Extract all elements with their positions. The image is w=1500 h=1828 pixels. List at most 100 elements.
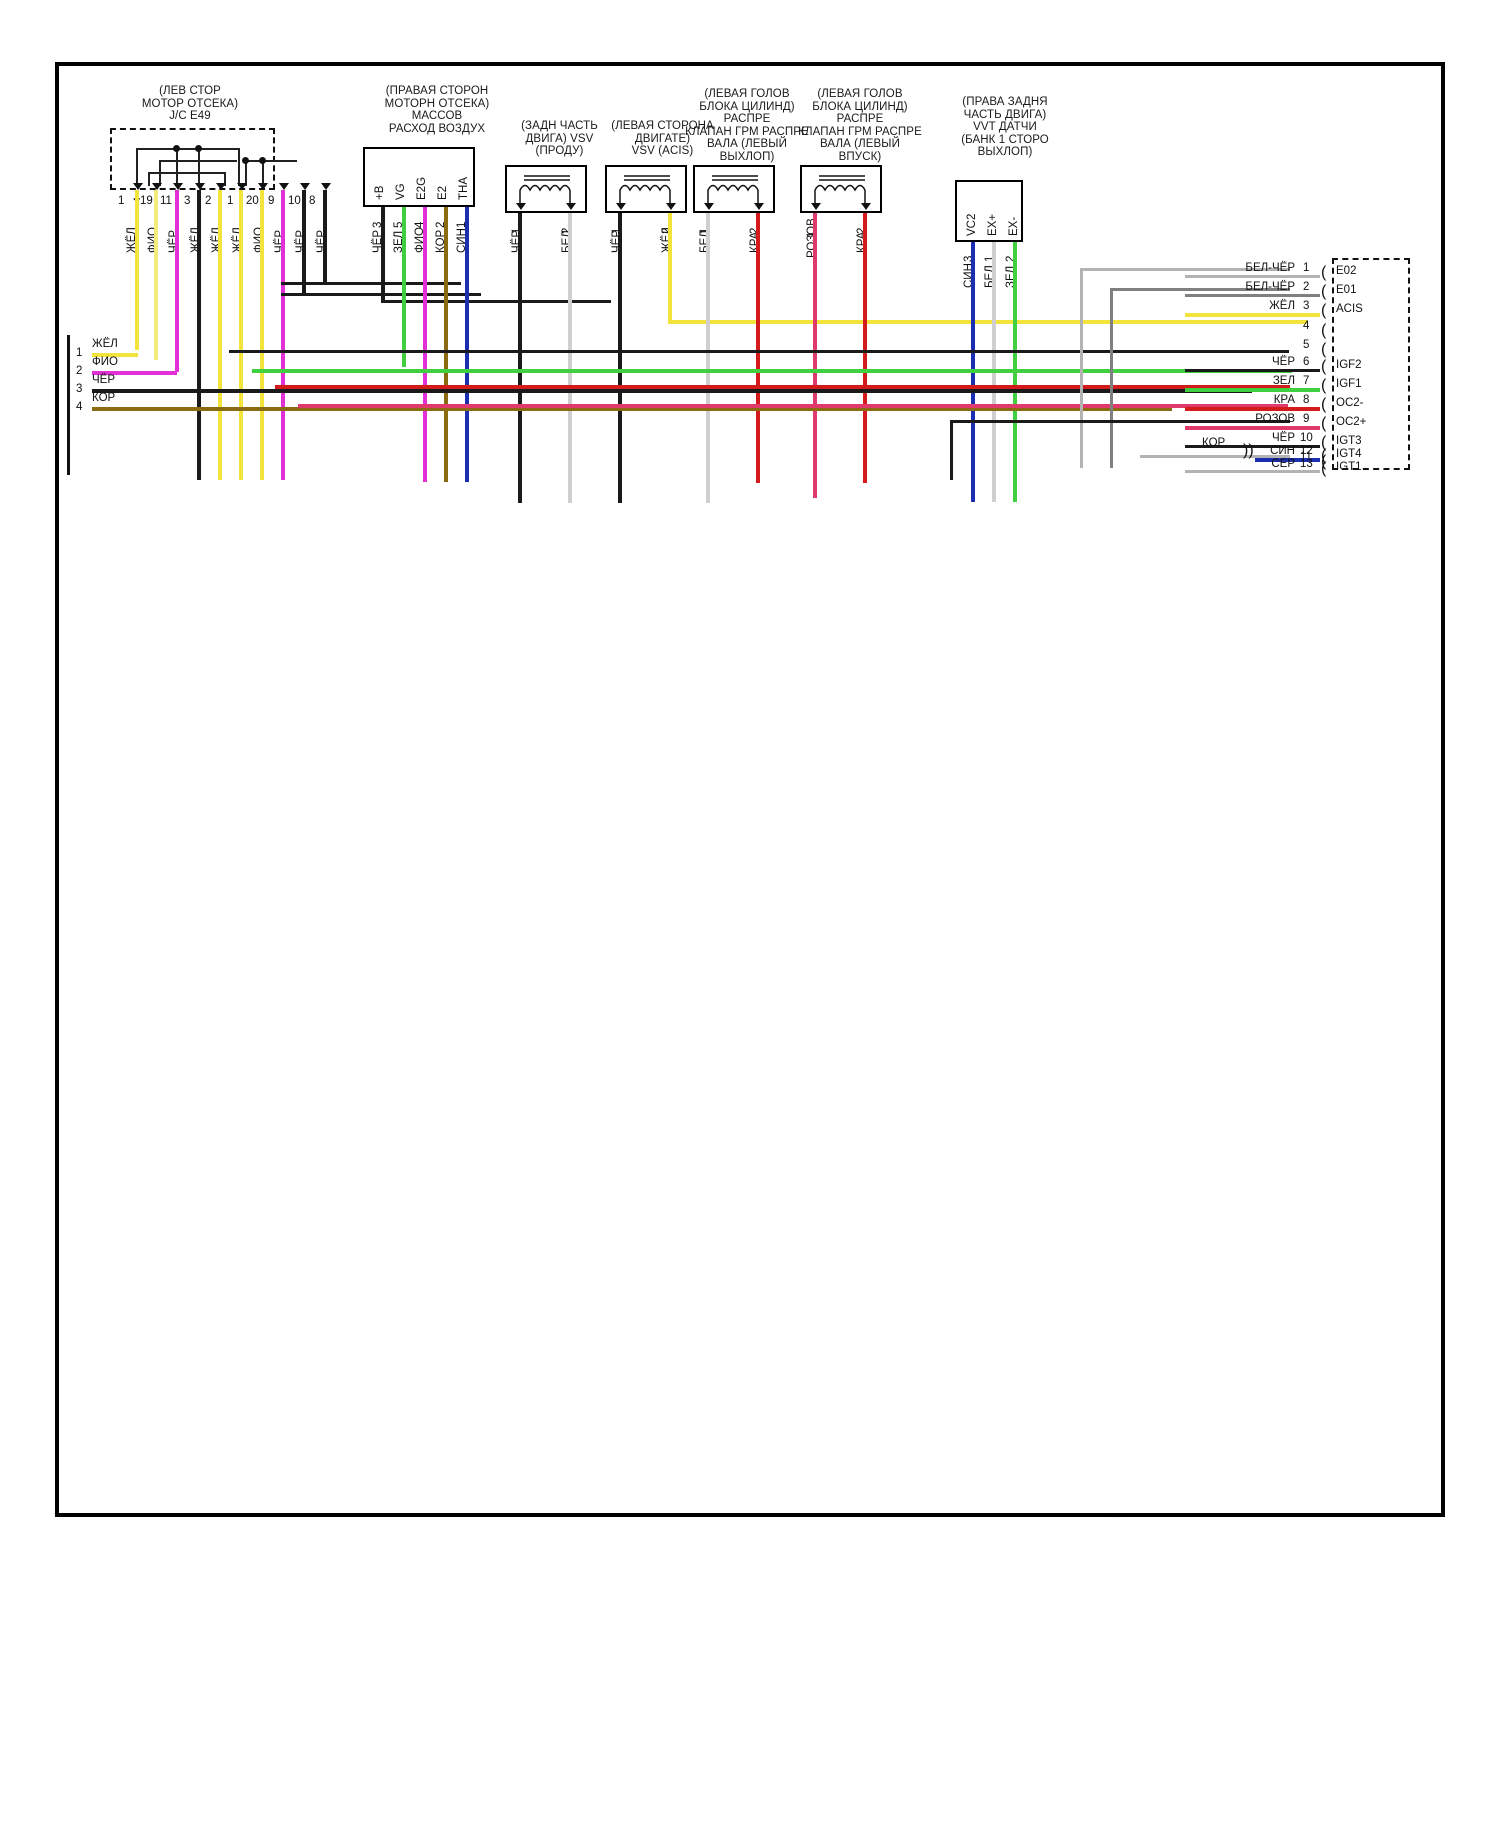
- pin-number: 20: [246, 195, 259, 207]
- coil-symbol: [619, 175, 671, 204]
- pin-number: 1: [227, 195, 234, 207]
- ecu-signal-name: IGT1: [1336, 461, 1362, 473]
- pin-number: 2: [76, 365, 83, 377]
- ecu-wire-label: КРА: [1273, 394, 1295, 406]
- ecu-wire-label: БЕЛ-ЧЁР: [1245, 281, 1295, 293]
- wire: [518, 213, 522, 503]
- ecu-wire-label: ЧЁР: [1271, 432, 1295, 444]
- ecu-wire-label: ЗЕЛ: [1272, 375, 1295, 387]
- jc-e49-dashed-box: [110, 128, 275, 190]
- junction-dot: [242, 157, 249, 164]
- pin-number: 4: [76, 401, 83, 413]
- wire: [863, 213, 867, 483]
- diagram-frame: [55, 62, 1445, 1517]
- ecu-pin-number: 7: [1303, 375, 1310, 387]
- pin-number: 3: [184, 195, 191, 207]
- pin-number: 1: [76, 347, 83, 359]
- wire: [1080, 268, 1290, 271]
- pin-number: 10: [288, 195, 301, 207]
- wire: [1185, 470, 1320, 473]
- ecu-pin-number: 4: [1303, 320, 1310, 332]
- pin-number: 19: [140, 195, 153, 207]
- connector-caption-maf: (ПРАВАЯ СТОРОН МОТОРН ОТСЕКА) МАССОВ РАС…: [384, 85, 490, 135]
- wire: [402, 207, 406, 367]
- wire: [568, 213, 572, 503]
- wire: [1185, 294, 1320, 297]
- ecu-terminal-bracket: (: [1321, 283, 1327, 300]
- wire: [260, 190, 264, 480]
- ecu-wire-label: РОЗОВ: [1255, 413, 1295, 425]
- wire: [1110, 288, 1290, 291]
- terminal-label-vc2: VC2: [966, 213, 978, 236]
- ecu-pin-number: 6: [1303, 356, 1310, 368]
- wire: [239, 190, 243, 480]
- ecu-terminal-bracket: (: [1321, 264, 1327, 281]
- coil-symbol: [519, 175, 571, 204]
- ecu-pin-number: 5: [1303, 339, 1310, 351]
- wire: [92, 389, 1252, 393]
- terminal-label-tha: THA: [458, 177, 470, 200]
- ecu-pin-number: 3: [1303, 300, 1310, 312]
- ecu-pin-number: 2: [1303, 281, 1310, 293]
- ecu-pin-number: 12: [1300, 445, 1313, 457]
- wire: [323, 190, 327, 282]
- pin-number: 3: [76, 383, 83, 395]
- splice-bracket: )): [1243, 442, 1254, 459]
- ecu-pin-number: 9: [1303, 413, 1310, 425]
- wire: [1140, 455, 1290, 458]
- ecu-terminal-bracket: (: [1321, 341, 1327, 358]
- junction-dot: [259, 157, 266, 164]
- ecu-pin-number: 10: [1300, 432, 1313, 444]
- connector-caption-vsv-purge: (ЗАДН ЧАСТЬ ДВИГА) VSV (ПРОДУ): [521, 120, 598, 158]
- wire: [1185, 388, 1320, 392]
- wire: [218, 190, 222, 480]
- wire: [298, 404, 1288, 408]
- wire: [381, 207, 385, 302]
- pin-number: 9: [268, 195, 275, 207]
- wire: [1255, 458, 1320, 462]
- ecu-signal-name: IGF1: [1336, 378, 1362, 390]
- ecu-signal-name: E01: [1336, 284, 1357, 296]
- terminal-label-vg: VG: [395, 183, 407, 200]
- wire: [1185, 426, 1320, 430]
- wire: [275, 385, 1290, 389]
- connector-caption-ocv-left-exhaust: (ЛЕВАЯ ГОЛОВ БЛОКА ЦИЛИНД) РАСПРЕ КЛАПАН…: [685, 88, 809, 163]
- ecu-signal-name: ACIS: [1336, 303, 1363, 315]
- wire: [706, 213, 710, 503]
- ecu-terminal-bracket: (: [1321, 447, 1327, 464]
- wire-color-label: ЧЁР: [92, 374, 116, 386]
- connector-caption-vsv-acis: (ЛЕВАЯ СТОРОНА ДВИГАТЕ) VSV (ACIS): [611, 120, 714, 158]
- ecu-signal-name: OC2+: [1336, 416, 1367, 428]
- wire: [175, 190, 179, 372]
- ecu-signal-name: IGT3: [1336, 435, 1362, 447]
- pin-number: 1: [118, 195, 125, 207]
- ecu-pin-number: 8: [1303, 394, 1310, 406]
- ecu-wire-label: СЕР: [1271, 458, 1295, 470]
- ecu-terminal-bracket: (: [1321, 322, 1327, 339]
- ecu-signal-name: E02: [1336, 265, 1357, 277]
- ecu-signal-name: OC2-: [1336, 397, 1364, 409]
- connector-caption-ocv-left-intake: (ЛЕВАЯ ГОЛОВ БЛОКА ЦИЛИНД) РАСПРЕ КЛАПАН…: [798, 88, 922, 163]
- wire: [1185, 313, 1320, 317]
- wire: [1185, 369, 1320, 372]
- terminal-label-plus-b: +B: [374, 185, 386, 200]
- wire-color-label: ФИО: [92, 356, 118, 368]
- wire-color-label: ЖЁЛ: [92, 338, 118, 350]
- wire: [92, 371, 177, 375]
- terminal-label-ex-plus: EX+: [987, 213, 999, 236]
- wire: [1080, 268, 1083, 468]
- wire: [92, 353, 138, 357]
- wire: [1185, 407, 1320, 411]
- ecu-terminal-bracket: (: [1321, 415, 1327, 432]
- ecu-signal-name: IGT4: [1336, 448, 1362, 460]
- wire: [252, 369, 1292, 373]
- vvt-sensor-box: [955, 180, 1023, 242]
- ecu-terminal-bracket: (: [1321, 453, 1327, 470]
- ecu-wire-label: ЖЁЛ: [1269, 300, 1295, 312]
- wire: [813, 213, 817, 498]
- wire: [229, 350, 1289, 353]
- wire: [197, 190, 201, 480]
- maf-connector-box: [363, 147, 475, 207]
- wire: [668, 213, 672, 323]
